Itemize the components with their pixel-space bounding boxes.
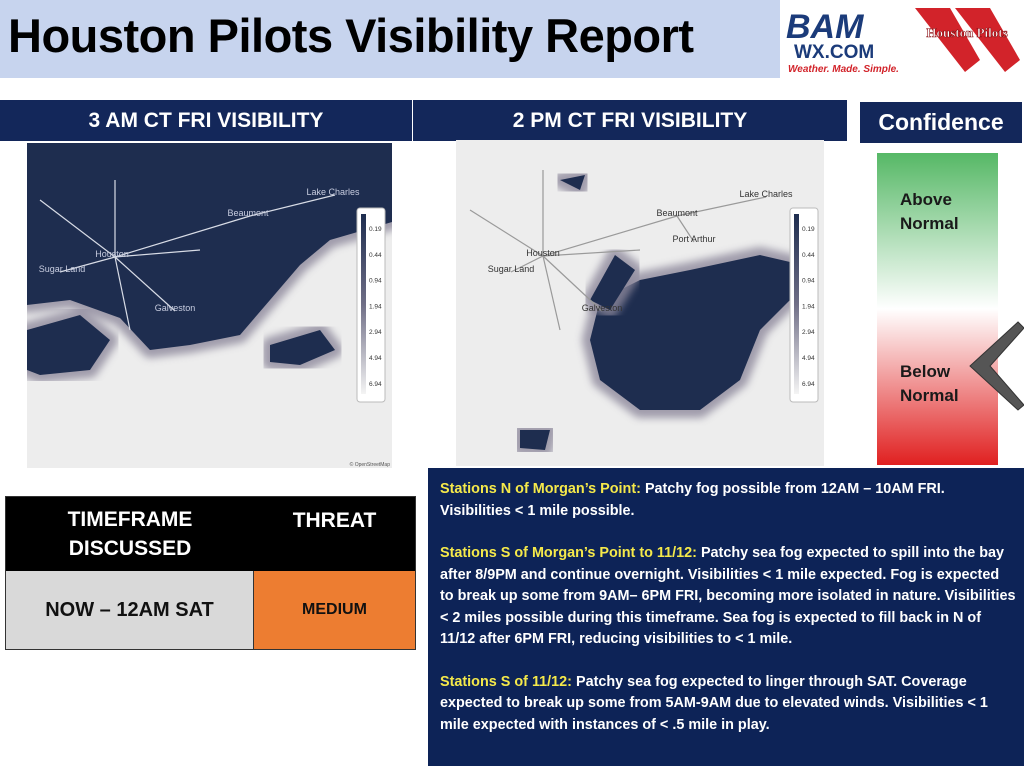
note: Stations S of Morgan’s Point to 11/12: P… bbox=[440, 543, 1016, 651]
confidence-scale bbox=[877, 153, 998, 465]
road bbox=[542, 170, 561, 331]
tagline: Weather. Made. Simple. bbox=[788, 64, 899, 75]
legend-label: 0.44 bbox=[802, 252, 815, 259]
road bbox=[676, 215, 695, 243]
pilots-mark bbox=[915, 8, 1020, 72]
road bbox=[114, 256, 176, 312]
fog bbox=[590, 255, 790, 410]
place-label: Houston bbox=[95, 249, 129, 259]
road bbox=[249, 194, 336, 217]
legend-label: 2.94 bbox=[802, 329, 815, 336]
place-label: Sugar Land bbox=[488, 264, 535, 274]
legend-label: 0.19 bbox=[369, 226, 382, 233]
road bbox=[114, 180, 131, 331]
table-header: THREAT bbox=[254, 497, 415, 571]
note: Stations S of 11/12: Patchy sea fog expe… bbox=[440, 672, 1016, 737]
pilots-logo: Houston Pilots bbox=[926, 25, 1007, 40]
legend-bar bbox=[794, 214, 799, 394]
place-label: Galveston bbox=[155, 303, 196, 313]
note-label: Stations N of Morgan’s Point: bbox=[440, 481, 641, 497]
place-label: Sugar Land bbox=[39, 264, 86, 274]
table-cell: NOW – 12AM SAT bbox=[6, 571, 254, 649]
legend-label: 4.94 bbox=[369, 355, 382, 362]
note-text: Patchy sea fog expected to linger throug… bbox=[440, 673, 988, 733]
place-label: Port Arthur bbox=[672, 234, 715, 244]
logos: BAM WX.COM Weather. Made. Simple. Housto… bbox=[780, 0, 1024, 78]
bam-logo: BAM bbox=[786, 8, 864, 46]
maps: Lake Charles Beaumont Houston Sugar Land Gal… bbox=[27, 140, 1024, 468]
place-label: Lake Charles bbox=[306, 187, 360, 197]
notes-box: Stations N of Morgan’s Point: Patchy fog… bbox=[428, 468, 1024, 766]
legend-label: 1.94 bbox=[802, 303, 815, 310]
wx-logo: WX.COM bbox=[794, 42, 874, 63]
road bbox=[542, 255, 603, 312]
note-label: Stations S of 11/12: bbox=[440, 673, 572, 690]
note-label: Stations S of Morgan’s Point to 11/12: bbox=[440, 545, 697, 561]
place-label: Lake Charles bbox=[739, 189, 793, 199]
confidence-arrow bbox=[969, 321, 1024, 411]
confidence-title: Confidence bbox=[860, 102, 1022, 143]
title: Houston Pilots Visibility Report bbox=[8, 9, 694, 62]
legend-label: 1.94 bbox=[369, 303, 382, 310]
place-label: Houston bbox=[526, 248, 560, 258]
map: Lake Charles Beaumont Port Arthur Houston Su… bbox=[456, 140, 824, 466]
fog bbox=[520, 430, 550, 450]
legend-label: 2.94 bbox=[369, 329, 382, 336]
fog bbox=[560, 175, 585, 190]
fog bbox=[27, 143, 392, 350]
legend-label: 0.94 bbox=[369, 278, 382, 285]
above-normal: Above Normal bbox=[900, 190, 959, 233]
place-label: Beaumont bbox=[227, 208, 269, 218]
legend-label: 6.94 bbox=[802, 381, 815, 388]
note-text: Patchy sea fog expected to spill into th… bbox=[440, 545, 1016, 647]
legend-label: 0.44 bbox=[369, 252, 382, 259]
place-label: Beaumont bbox=[656, 208, 698, 218]
fog bbox=[590, 255, 635, 310]
legend-label: 0.94 bbox=[802, 278, 815, 285]
table-cell: MEDIUM bbox=[254, 571, 415, 649]
table-header: TIMEFRAME DISCUSSED bbox=[6, 497, 254, 571]
fog bbox=[27, 315, 110, 375]
legend-label: 4.94 bbox=[802, 355, 815, 362]
panel-title: 2 PM CT FRI VISIBILITY bbox=[413, 100, 847, 141]
threat-table: TIMEFRAME DISCUSSED THREAT NOW – 12AM SA… bbox=[5, 496, 416, 650]
legend-label: 6.94 bbox=[369, 381, 382, 388]
road bbox=[676, 196, 767, 217]
legend-bar bbox=[361, 214, 366, 394]
below-normal: Below Normal bbox=[900, 362, 959, 405]
place-label: Galveston bbox=[582, 303, 623, 313]
map: Lake Charles Beaumont Houston Sugar Land Gal… bbox=[27, 143, 392, 468]
note-text: Patchy fog possible from 12AM – 10AM FRI… bbox=[440, 481, 945, 519]
note: Stations N of Morgan’s Point: Patchy fog… bbox=[440, 479, 1016, 522]
fog bbox=[270, 330, 335, 365]
legend-label: 0.19 bbox=[802, 226, 815, 233]
panel-title: 3 AM CT FRI VISIBILITY bbox=[0, 100, 412, 141]
attribution: © OpenStreetMap bbox=[350, 461, 391, 468]
